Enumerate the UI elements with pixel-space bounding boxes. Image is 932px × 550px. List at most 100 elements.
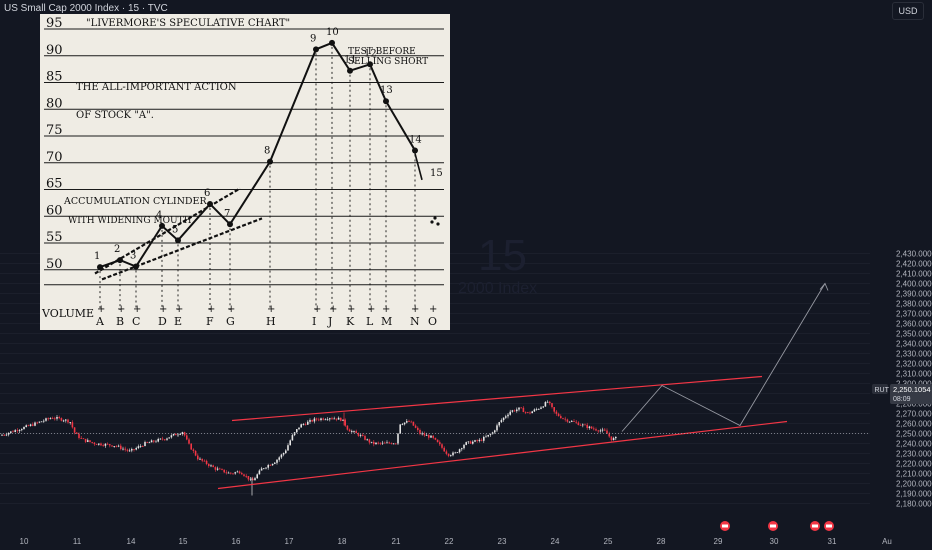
candle-body bbox=[337, 417, 340, 420]
channel-lines[interactable] bbox=[217, 375, 788, 490]
candle-body bbox=[399, 424, 401, 434]
candle-body bbox=[329, 418, 331, 420]
inset-plus: + bbox=[367, 304, 375, 315]
candle-body bbox=[346, 425, 349, 430]
inset-dot bbox=[430, 220, 434, 224]
candle-body bbox=[549, 401, 551, 404]
candle-body bbox=[333, 418, 335, 420]
candle-body bbox=[511, 410, 514, 412]
candle-body bbox=[348, 429, 351, 432]
candle-body bbox=[502, 417, 505, 421]
candle-body bbox=[241, 473, 243, 475]
candle-body bbox=[423, 433, 426, 436]
inset-note: SELLING SHORT bbox=[348, 57, 428, 67]
candle-body bbox=[582, 424, 584, 426]
candle-body bbox=[238, 471, 241, 474]
price-axis[interactable]: 2,180.00002,190.00002,200.00002,210.0000… bbox=[896, 250, 932, 509]
inset-pivot-number: 1 bbox=[94, 251, 100, 262]
candle-body bbox=[51, 418, 54, 420]
candle-body bbox=[170, 435, 173, 438]
inset-letter: I bbox=[312, 315, 316, 328]
candle-body bbox=[278, 457, 280, 460]
inset-pivot-number: 3 bbox=[130, 251, 136, 262]
currency-button[interactable]: USD bbox=[892, 2, 924, 20]
projection-path[interactable] bbox=[621, 282, 829, 432]
candle-body bbox=[430, 435, 432, 438]
x-tick-label: 21 bbox=[392, 537, 401, 546]
y-tick-label: 2,400.0000 bbox=[896, 280, 932, 289]
candle-body bbox=[128, 450, 131, 452]
event-markers[interactable] bbox=[720, 521, 834, 531]
candle-body bbox=[135, 448, 137, 450]
y-tick-label: 2,220.0000 bbox=[896, 460, 932, 469]
candle-body bbox=[76, 432, 78, 434]
candle-body bbox=[280, 454, 283, 458]
candle-body bbox=[98, 443, 100, 445]
candle-body bbox=[91, 441, 93, 443]
x-tick-label: 30 bbox=[770, 537, 779, 546]
inset-pivot-dot bbox=[175, 237, 181, 244]
candle-body bbox=[571, 421, 573, 422]
inset-dot bbox=[436, 222, 440, 226]
candle-body bbox=[557, 413, 560, 417]
candle-body bbox=[410, 421, 412, 423]
candle-body bbox=[263, 468, 265, 470]
candle-body bbox=[3, 434, 5, 436]
candle-body bbox=[342, 419, 344, 421]
inset-cylinder-lower bbox=[101, 217, 263, 281]
candle-body bbox=[267, 465, 269, 468]
candle-body bbox=[401, 424, 404, 426]
candle-body bbox=[302, 424, 305, 425]
symbol-title[interactable]: US Small Cap 2000 Index · 15 · TVC bbox=[4, 3, 168, 14]
candle-body bbox=[175, 433, 177, 436]
channel-lower-line[interactable] bbox=[217, 420, 788, 490]
candle-body bbox=[232, 473, 234, 475]
candle-body bbox=[161, 438, 164, 440]
candle-body bbox=[313, 418, 316, 422]
candle-body bbox=[289, 440, 291, 446]
candle-body bbox=[417, 427, 419, 430]
candle-body bbox=[58, 417, 60, 419]
candle-body bbox=[368, 439, 371, 443]
candle-body bbox=[179, 434, 181, 435]
candle-body bbox=[124, 448, 126, 450]
candle-body bbox=[34, 422, 36, 426]
inset-pivot-number: 13 bbox=[380, 85, 393, 96]
time-axis[interactable]: 10 11 14 15 16 17 18 21 22 23 24 25 28 29 30 31 Au bbox=[20, 537, 892, 546]
projection-polyline[interactable] bbox=[621, 283, 826, 432]
candle-body bbox=[331, 418, 333, 420]
candle-body bbox=[441, 444, 443, 448]
candle-body bbox=[269, 465, 272, 466]
candles bbox=[1, 400, 617, 496]
candle-body bbox=[392, 443, 395, 445]
candle-body bbox=[155, 441, 157, 443]
y-tick-label: 2,410.0000 bbox=[896, 270, 932, 279]
candle-body bbox=[509, 411, 511, 415]
candle-body bbox=[544, 402, 547, 407]
projection-arrowhead bbox=[819, 282, 829, 291]
inset-note: TEST BEFORE bbox=[348, 47, 416, 57]
candle-body bbox=[258, 470, 261, 475]
y-tick-label: 2,240.0000 bbox=[896, 440, 932, 449]
candle-body bbox=[10, 431, 12, 433]
candle-body bbox=[49, 418, 52, 420]
candle-body bbox=[212, 465, 214, 468]
candle-body bbox=[564, 418, 566, 420]
candle-body bbox=[43, 420, 45, 422]
candle-body bbox=[54, 418, 56, 420]
candle-body bbox=[69, 422, 71, 423]
inset-pivot-number: 15 bbox=[430, 168, 443, 179]
candle-body bbox=[133, 449, 135, 450]
inset-pivot-dot bbox=[367, 61, 373, 68]
candle-body bbox=[428, 435, 430, 438]
candle-body bbox=[291, 435, 294, 441]
channel-upper-line[interactable] bbox=[231, 375, 763, 422]
candle-body bbox=[296, 429, 298, 433]
watermark-symbol: 2000 Index bbox=[458, 280, 537, 297]
candle-body bbox=[326, 419, 329, 421]
candle-body bbox=[324, 419, 327, 421]
candle-body bbox=[311, 420, 313, 422]
candle-body bbox=[395, 443, 397, 445]
